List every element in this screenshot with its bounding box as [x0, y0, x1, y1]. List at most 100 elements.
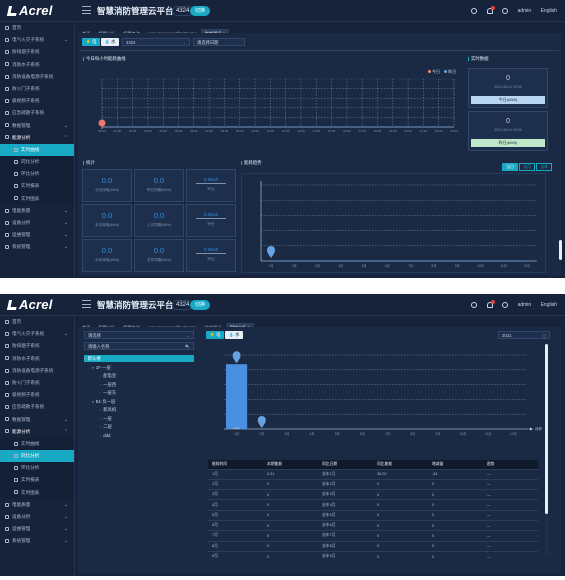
sidebar-item-trend[interactable]: 环比分析 [0, 168, 74, 181]
sidebar-item-maint[interactable]: 运维管理 ⌄ [0, 523, 74, 535]
sidebar-item-home[interactable]: 首页 [0, 22, 74, 34]
content-scrollbar[interactable] [545, 344, 548, 556]
tree-node[interactable]: ▾ 1F·一层 [92, 364, 194, 371]
tree-select[interactable]: 请选择 ⌄ [84, 331, 194, 339]
tree-node[interactable]: ▾ B1·负一层 [92, 398, 194, 405]
column-header[interactable]: 增减量 [428, 460, 483, 469]
org-switch-button[interactable]: 切换 [190, 300, 210, 310]
column-header[interactable]: 同比能耗 [373, 460, 428, 469]
sidebar-item-home[interactable]: 首页 [0, 316, 74, 328]
fullscreen-icon[interactable] [471, 8, 478, 14]
sidebar-item-curve[interactable]: 实时曲线 [0, 437, 74, 451]
tree-node[interactable]: ▫ 一层 [100, 415, 194, 422]
period-year[interactable]: 当年 [536, 163, 552, 171]
x-tick-label: 14:00 [313, 129, 321, 133]
language-link[interactable]: English [540, 302, 557, 308]
sidebar-item-report[interactable]: 实时报表 [0, 180, 74, 193]
sidebar-item-power[interactable]: 消防设备电源子系统 [0, 365, 74, 377]
sidebar-item-compare[interactable]: 同比分析 [0, 156, 74, 169]
legend-today[interactable]: 今日 [432, 69, 440, 74]
table-cell: 0 [373, 550, 428, 562]
year-select[interactable]: 2021 ▢ [498, 331, 550, 339]
sidebar-item-water[interactable]: 消防水子系统 [0, 353, 74, 365]
sidebar-item-system[interactable]: 系统管理 ⌄ [0, 241, 74, 253]
sidebar-item-water[interactable]: 消防水子系统 [0, 59, 74, 71]
scroll-thumb[interactable] [559, 240, 562, 260]
x-tick-label: 06:00 [190, 129, 198, 133]
tree-node[interactable]: ▫ ddd [100, 432, 194, 439]
user-icon[interactable] [502, 8, 509, 14]
electric-button[interactable]: ⚡ 电 [82, 38, 100, 46]
bell-icon[interactable] [486, 6, 495, 14]
sidebar-item-door[interactable]: 防火门子系统 [0, 83, 74, 95]
x-tick-label: 12月 [510, 432, 517, 436]
admin-label[interactable]: admin [517, 8, 532, 14]
org-switch-button[interactable]: 切换 [190, 6, 210, 16]
sidebar-item-bolt[interactable]: 电气火灾子系统 ⌄ [0, 328, 74, 340]
scroll-thumb[interactable] [545, 344, 548, 514]
yesterday-kwh-button[interactable]: 昨日(kWh) [471, 139, 545, 147]
menu-toggle-icon[interactable] [82, 300, 91, 308]
tree-node[interactable]: ▫ 二层 [100, 423, 194, 430]
logo: Acrel [6, 3, 74, 19]
sidebar-item-data[interactable]: 数据管理 ⌄ [0, 120, 74, 132]
column-header[interactable]: 能耗时间 [208, 460, 263, 469]
sidebar-item-device[interactable]: 设备分析 ⌄ [0, 511, 74, 523]
sidebar-item-fan[interactable]: 防排烟子系统 [0, 340, 74, 352]
tree-node[interactable]: ▫ 新风机 [100, 406, 194, 413]
menu-toggle-icon[interactable] [82, 6, 91, 14]
sidebar-item-power[interactable]: 消防设备电源子系统 [0, 71, 74, 83]
search-icon[interactable]: 🔍 [185, 344, 190, 349]
tree-search-input[interactable]: 请输入名称 🔍 [84, 342, 194, 350]
table-cell: 4月 [208, 499, 263, 511]
column-header[interactable]: 本期能耗 [263, 460, 318, 469]
water-button[interactable]: 💧 水 [225, 331, 243, 339]
sidebar-item-bolt[interactable]: 电气火灾子系统 ⌄ [0, 34, 74, 46]
sidebar-item-exit[interactable]: 应急疏散子系统 [0, 107, 74, 119]
graph-icon [14, 490, 18, 495]
sidebar-item-graph[interactable]: 实时图表 [0, 486, 74, 499]
tree-node[interactable]: ▾ 默认楼 [84, 355, 194, 362]
page-scrollbar[interactable] [559, 240, 562, 260]
period-day[interactable]: 当日 [502, 163, 518, 171]
language-link[interactable]: English [540, 8, 557, 14]
bell-icon[interactable] [486, 300, 495, 308]
sidebar-item-curve[interactable]: 实时曲线 [0, 143, 74, 157]
sidebar-item-fan[interactable]: 防排烟子系统 [0, 46, 74, 58]
sidebar-item-video[interactable]: 极视频子系统 [0, 389, 74, 401]
tree-node[interactable]: ▫ 一层东 [100, 389, 194, 396]
user-icon[interactable] [502, 302, 509, 308]
table-row: 7月 0 去年7月 0 0— [208, 530, 538, 542]
sidebar-item-chart[interactable]: 能源分析 ⌃ [0, 426, 74, 438]
sidebar-item-quality[interactable]: 电能质量 ⌄ [0, 499, 74, 511]
fullscreen-icon[interactable] [471, 302, 478, 308]
folder-icon: ▫ [100, 374, 102, 378]
today-kwh-button[interactable]: 今日(kWh) [471, 96, 545, 104]
electric-button[interactable]: ⚡ 电 [206, 331, 224, 339]
column-header[interactable]: 趋势 [483, 460, 538, 469]
date-select[interactable]: 请选择日期 [193, 38, 245, 46]
sidebar-item-chart[interactable]: 能源分析 ⌃ [0, 132, 74, 144]
legend-yesterday[interactable]: 昨日 [448, 69, 457, 74]
sidebar-item-compare[interactable]: 同比分析 [0, 450, 74, 463]
tree-node[interactable]: ▫ 配电室 [100, 372, 194, 379]
sidebar-item-trend[interactable]: 环比分析 [0, 462, 74, 475]
sidebar-item-maint[interactable]: 运维管理 ⌄ [0, 229, 74, 241]
stat-underline [196, 183, 226, 184]
water-button[interactable]: 💧 水 [101, 38, 119, 46]
sidebar-item-data[interactable]: 数据管理 ⌄ [0, 414, 74, 426]
tree-node[interactable]: ▫ 一层西 [100, 381, 194, 388]
sidebar-item-door[interactable]: 防火门子系统 [0, 377, 74, 389]
sidebar-item-report[interactable]: 实时报表 [0, 474, 74, 487]
site-select[interactable]: 4324 ⌄ [122, 38, 190, 46]
sidebar-item-system[interactable]: 系统管理 ⌄ [0, 535, 74, 547]
sidebar-item-quality[interactable]: 电能质量 ⌄ [0, 205, 74, 217]
sidebar-item-graph[interactable]: 实时图表 [0, 192, 74, 205]
sidebar-item-video[interactable]: 极视频子系统 [0, 95, 74, 107]
sidebar-item-device[interactable]: 设备分析 ⌄ [0, 217, 74, 229]
column-header[interactable]: 同比日期 [318, 460, 373, 469]
sidebar-item-exit[interactable]: 应急疏散子系统 [0, 401, 74, 413]
stat-label: 昨日同期(kWh) [147, 188, 171, 192]
period-month[interactable]: 当月 [519, 163, 535, 171]
admin-label[interactable]: admin [517, 302, 532, 308]
